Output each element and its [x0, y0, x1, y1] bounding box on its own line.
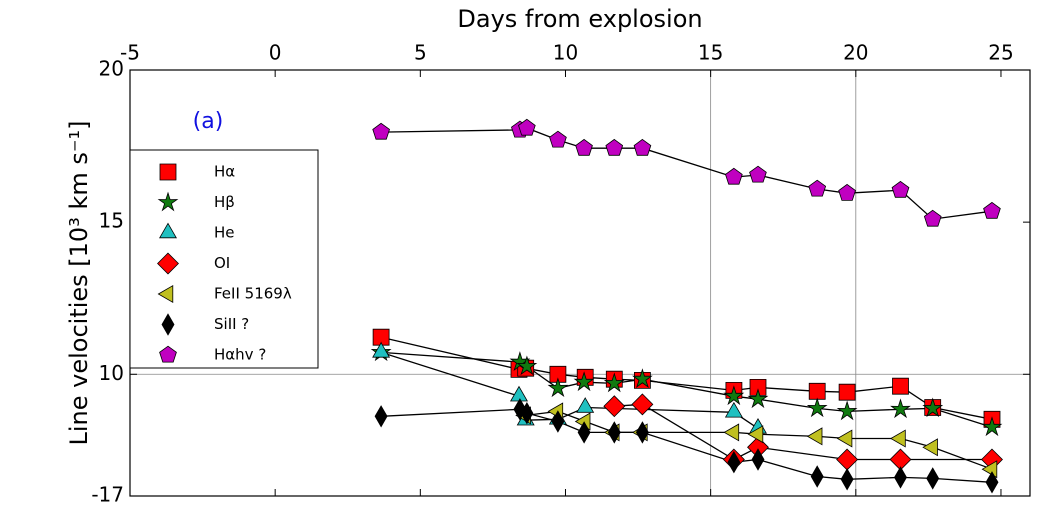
data-point	[576, 397, 595, 413]
legend-marker	[159, 345, 177, 363]
data-point	[922, 438, 938, 457]
data-point	[836, 429, 853, 448]
data-point	[607, 421, 621, 444]
data-point	[838, 383, 856, 401]
y-tick-label: 10	[99, 361, 124, 385]
data-point	[836, 400, 858, 421]
legend-marker	[159, 222, 177, 239]
y-axis-label: Line velocities [10³ km s⁻¹]	[65, 120, 93, 445]
data-point	[747, 425, 764, 444]
data-point	[727, 450, 741, 474]
data-point	[520, 401, 534, 425]
data-point	[372, 328, 390, 346]
legend-label: Hα	[214, 163, 235, 181]
legend-marker	[157, 285, 174, 303]
y-tick-label: 15	[99, 209, 124, 233]
series-line	[381, 127, 993, 220]
data-point	[632, 368, 653, 388]
legend-label: Hαhv ?	[214, 346, 266, 364]
data-point	[751, 448, 765, 471]
data-point	[605, 138, 624, 156]
data-point	[836, 448, 859, 471]
data-point	[808, 382, 826, 400]
x-tick-label: -5	[120, 41, 140, 65]
data-point	[603, 372, 625, 393]
data-point	[635, 421, 649, 444]
data-point	[573, 371, 595, 392]
legend-label: OI	[214, 254, 230, 272]
x-tick-label: 0	[269, 41, 282, 65]
data-point	[723, 385, 745, 406]
data-point	[549, 365, 567, 383]
legend-box	[129, 149, 319, 369]
data-point	[575, 138, 593, 156]
data-point	[631, 393, 654, 416]
legend-label: FeII 5169λ	[214, 285, 292, 303]
y-tick-label: 20	[99, 57, 124, 81]
data-point	[981, 416, 1003, 437]
legend: Hα Hβ He OI FeII 5169λ SiII ? Hαhv ?	[129, 149, 319, 369]
data-point	[549, 130, 567, 148]
x-tick-label: 25	[988, 41, 1013, 65]
data-point	[749, 165, 767, 183]
data-point	[374, 405, 388, 428]
x-tick-label: 20	[843, 41, 868, 65]
data-point	[838, 183, 856, 201]
y-tick-label: -17	[91, 483, 124, 506]
legend-label: SiII ?	[214, 315, 249, 333]
data-point	[518, 118, 536, 136]
annotation: (a)	[193, 109, 224, 134]
data-point	[923, 209, 942, 227]
data-point	[547, 377, 569, 398]
data-point	[922, 397, 944, 418]
data-point	[516, 355, 538, 376]
data-point	[892, 377, 909, 395]
data-point	[551, 410, 565, 433]
data-point	[808, 179, 827, 197]
data-point	[810, 465, 824, 488]
x-tick-label: 10	[553, 41, 578, 65]
data-point	[985, 471, 999, 494]
data-point	[926, 467, 940, 490]
data-point	[725, 167, 743, 185]
legend-label: He	[214, 224, 235, 242]
legend-marker	[157, 252, 179, 275]
data-point	[806, 427, 823, 446]
data-point	[894, 466, 907, 489]
data-point	[890, 429, 906, 448]
data-point	[891, 180, 910, 198]
data-point	[372, 122, 390, 140]
x-axis-label: Days from explosion	[457, 5, 702, 33]
legend-marker	[157, 191, 179, 212]
x-tick-label: 5	[414, 41, 427, 65]
data-point	[983, 201, 1001, 219]
data-point	[890, 398, 911, 419]
data-point	[603, 395, 626, 418]
data-point	[749, 379, 767, 396]
data-point	[633, 138, 652, 156]
data-point	[747, 388, 769, 409]
data-point	[840, 468, 854, 491]
data-point	[372, 341, 391, 358]
legend-marker	[159, 163, 177, 181]
data-point	[577, 421, 591, 444]
data-point	[724, 401, 743, 418]
data-point	[806, 397, 828, 418]
legend-label: Hβ	[214, 193, 235, 211]
x-tick-label: 15	[698, 41, 723, 65]
data-point	[723, 423, 740, 442]
legend-marker	[161, 313, 175, 336]
